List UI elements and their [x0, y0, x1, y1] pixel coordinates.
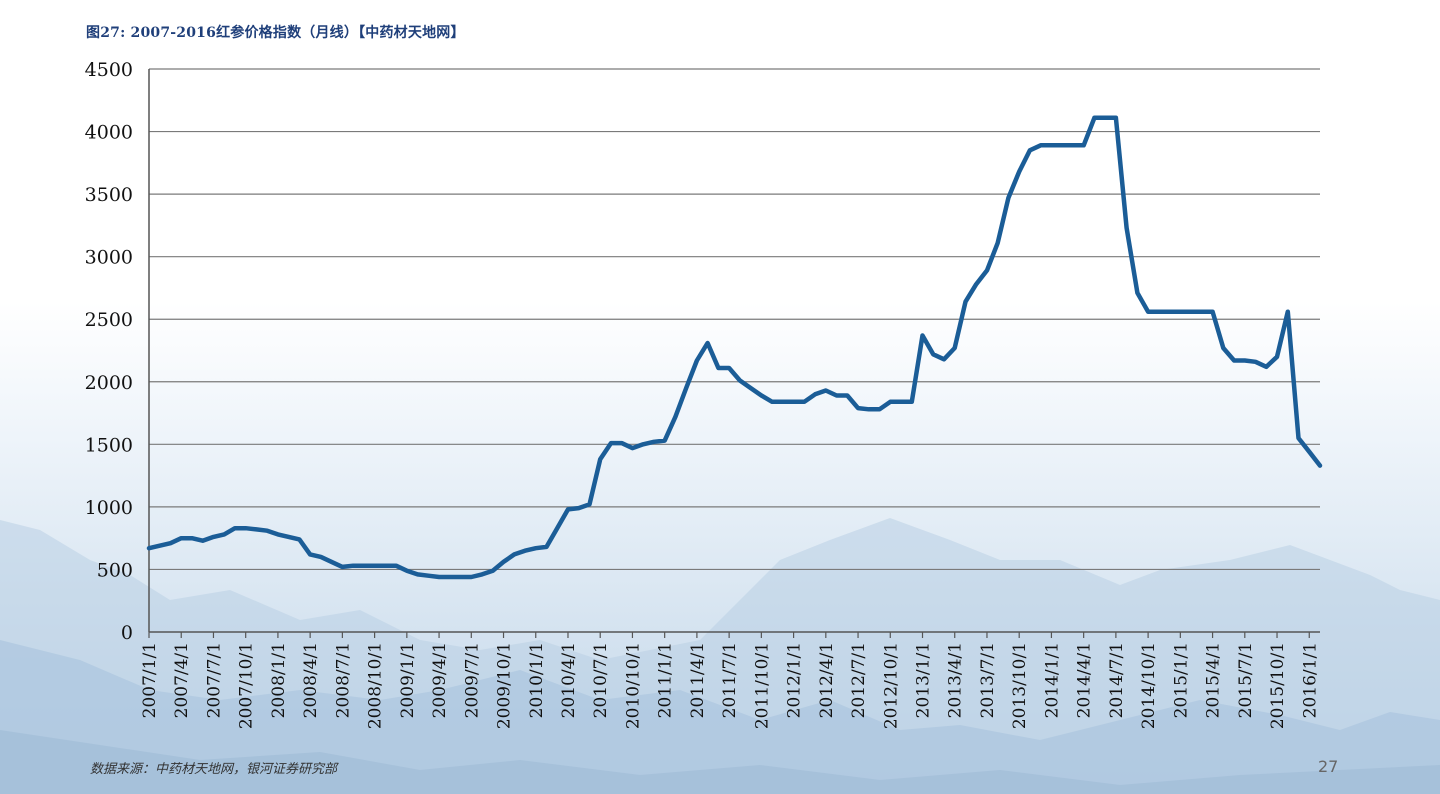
x-tick-label: 2012/1/1 — [785, 642, 805, 718]
y-tick-label: 3500 — [85, 184, 133, 206]
x-tick-label: 2008/7/1 — [333, 642, 353, 718]
x-tick-label: 2011/4/1 — [688, 642, 708, 718]
x-tick-label: 2007/7/1 — [204, 642, 224, 718]
y-tick-label: 4000 — [85, 122, 133, 144]
x-tick-label: 2007/4/1 — [172, 642, 192, 718]
x-tick-label: 2007/1/1 — [140, 642, 160, 718]
x-tick-label: 2010/7/1 — [591, 642, 611, 718]
x-tick-label: 2007/10/1 — [237, 642, 257, 729]
y-tick-label: 2000 — [85, 372, 133, 394]
series-line — [146, 115, 1323, 580]
x-tick-label: 2015/7/1 — [1236, 642, 1256, 718]
x-tick-label: 2015/10/1 — [1268, 642, 1288, 729]
x-tick-label: 2013/1/1 — [914, 642, 934, 718]
y-tick-label: 0 — [121, 622, 133, 644]
x-tick-label: 2014/10/1 — [1139, 642, 1159, 729]
x-tick-label: 2011/1/1 — [656, 642, 676, 718]
y-tick-label: 500 — [97, 559, 133, 581]
x-tick-label: 2008/10/1 — [366, 642, 386, 729]
x-tick-label: 2010/1/1 — [527, 642, 547, 718]
x-tick-label: 2008/4/1 — [301, 642, 321, 718]
x-tick-label: 2013/7/1 — [978, 642, 998, 718]
x-tick-label: 2010/10/1 — [623, 642, 643, 729]
x-tick-label: 2009/7/1 — [462, 642, 482, 718]
chart-title: 图27: 2007-2016红参价格指数（月线）【中药材天地网】 — [86, 25, 465, 41]
x-tick-label: 2014/7/1 — [1107, 642, 1127, 718]
x-tick-label: 2011/10/1 — [752, 642, 772, 729]
x-tick-label: 2013/4/1 — [946, 642, 966, 718]
x-tick-label: 2010/4/1 — [559, 642, 579, 718]
x-tick-label: 2015/1/1 — [1171, 642, 1191, 718]
x-tick-label: 2012/4/1 — [817, 642, 837, 718]
x-tick-label: 2013/10/1 — [1010, 642, 1030, 729]
x-tick-label: 2011/7/1 — [720, 642, 740, 718]
x-tick-label: 2009/1/1 — [398, 642, 418, 718]
x-tick-label: 2016/1/1 — [1300, 642, 1320, 718]
x-tick-label: 2009/10/1 — [495, 642, 515, 729]
y-tick-label: 1000 — [85, 497, 133, 519]
x-tick-label: 2014/4/1 — [1075, 642, 1095, 718]
y-tick-label: 2500 — [85, 309, 133, 331]
page-number: 27 — [1318, 757, 1339, 776]
y-tick-label: 3000 — [85, 247, 133, 269]
y-tick-label: 1500 — [85, 434, 133, 456]
x-tick-label: 2009/4/1 — [430, 642, 450, 718]
x-tick-label: 2012/7/1 — [849, 642, 869, 718]
y-tick-label: 4500 — [85, 59, 133, 81]
x-tick-label: 2008/1/1 — [269, 642, 289, 718]
source-note: 数据来源：中药材天地网，银河证券研究部 — [90, 762, 338, 777]
x-tick-label: 2012/10/1 — [881, 642, 901, 729]
x-tick-label: 2014/1/1 — [1042, 642, 1062, 718]
x-tick-label: 2015/4/1 — [1204, 642, 1224, 718]
